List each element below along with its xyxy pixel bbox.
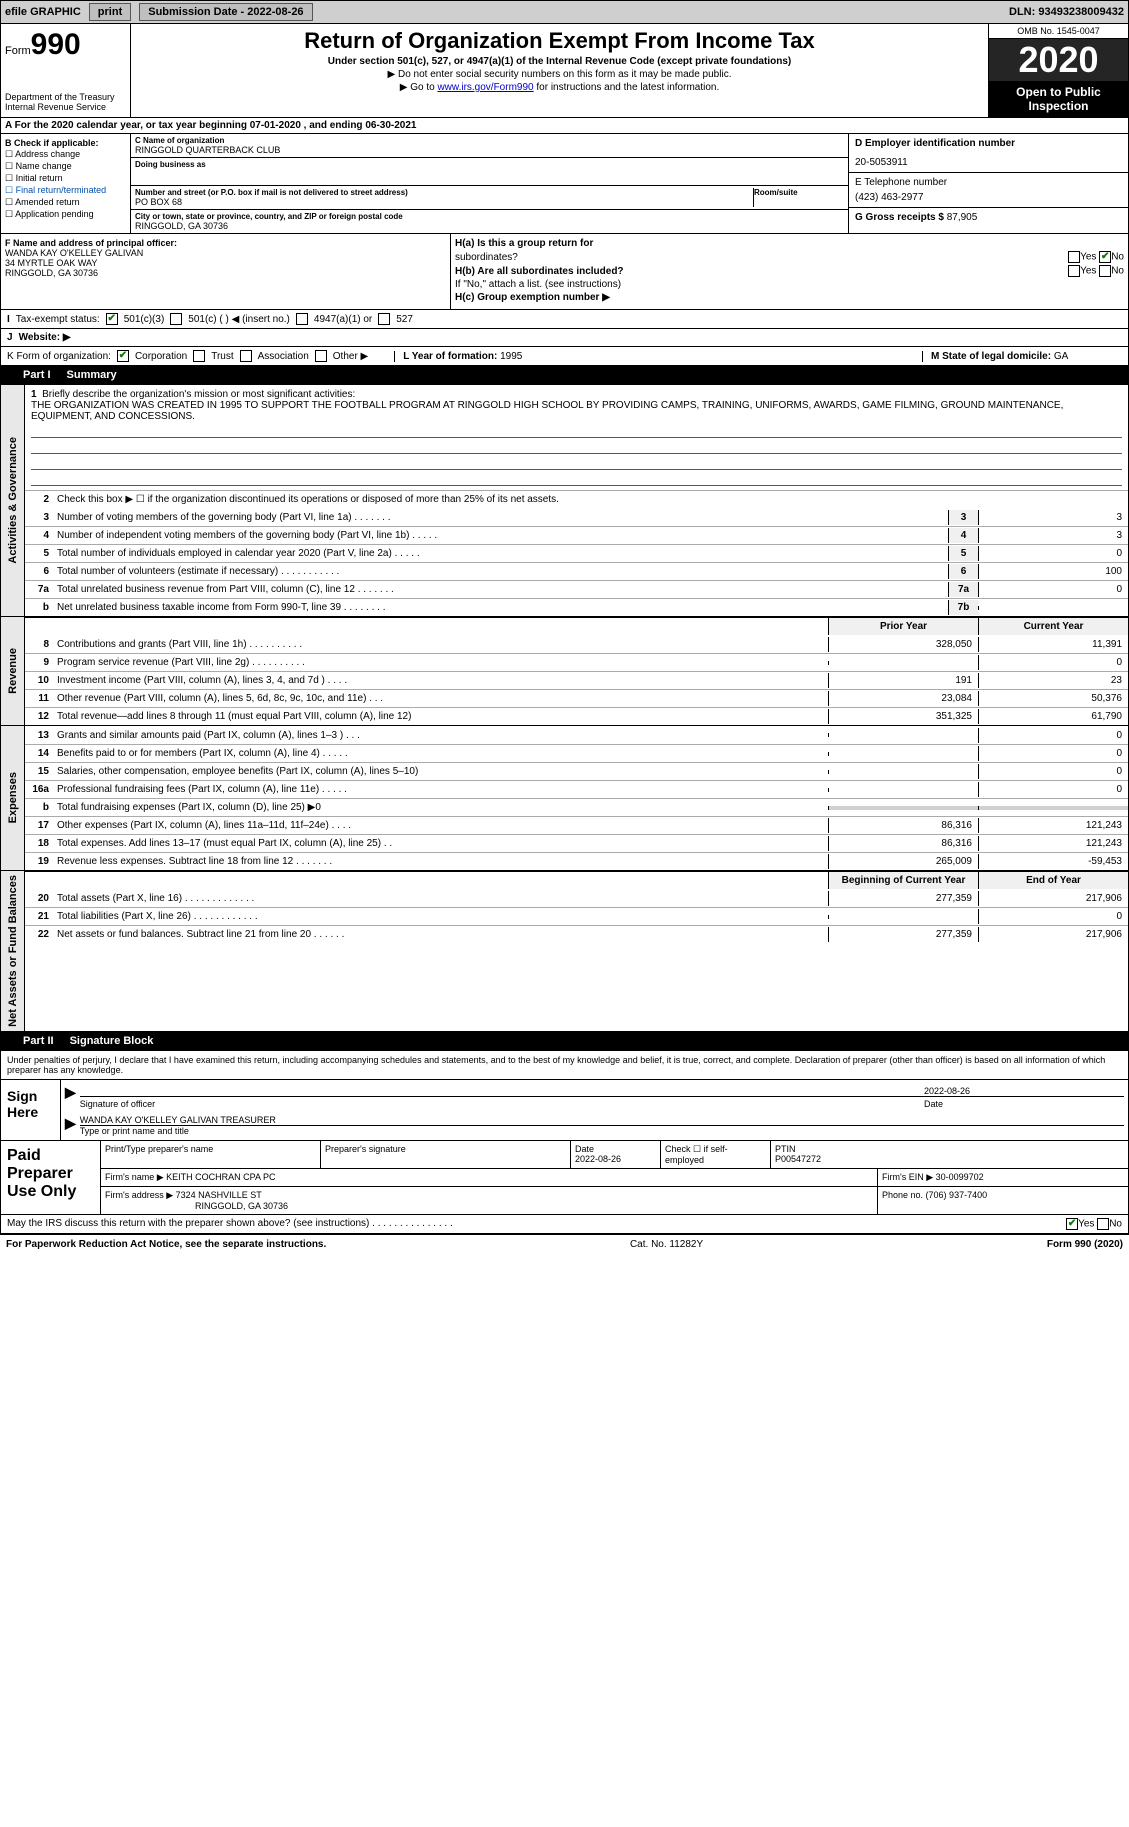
section-f: F Name and address of principal officer:… bbox=[1, 234, 451, 309]
fk-block: F Name and address of principal officer:… bbox=[0, 234, 1129, 310]
data-row: 9Program service revenue (Part VIII, lin… bbox=[25, 653, 1128, 671]
omb-year-box: OMB No. 1545-0047 2020 Open to Public In… bbox=[988, 24, 1128, 117]
data-row: 18Total expenses. Add lines 13–17 (must … bbox=[25, 834, 1128, 852]
gov-row: 5Total number of individuals employed in… bbox=[25, 544, 1128, 562]
section-i: ITax-exempt status: 501(c)(3) 501(c) ( )… bbox=[0, 310, 1129, 329]
hb-yes[interactable] bbox=[1068, 265, 1080, 277]
print-button[interactable]: print bbox=[89, 3, 131, 21]
footer: For Paperwork Reduction Act Notice, see … bbox=[0, 1234, 1129, 1254]
dln: DLN: 93493238009432 bbox=[1009, 6, 1124, 18]
data-row: 21Total liabilities (Part X, line 26) . … bbox=[25, 907, 1128, 925]
gov-row: 4Number of independent voting members of… bbox=[25, 526, 1128, 544]
tax-year-line: A For the 2020 calendar year, or tax yea… bbox=[0, 118, 1129, 134]
signature-block: Under penalties of perjury, I declare th… bbox=[0, 1051, 1129, 1234]
expenses-section: Expenses 13Grants and similar amounts pa… bbox=[0, 726, 1129, 871]
form-id-box: Form990 Department of the Treasury Inter… bbox=[1, 24, 131, 117]
discuss-no[interactable] bbox=[1097, 1218, 1109, 1230]
ha-no[interactable] bbox=[1099, 251, 1111, 263]
netassets-section: Net Assets or Fund Balances Beginning of… bbox=[0, 871, 1129, 1032]
part1-header: Part I Summary bbox=[0, 366, 1129, 385]
gov-row: bNet unrelated business taxable income f… bbox=[25, 598, 1128, 616]
data-row: 16aProfessional fundraising fees (Part I… bbox=[25, 780, 1128, 798]
discuss-yes[interactable] bbox=[1066, 1218, 1078, 1230]
form-title: Return of Organization Exempt From Incom… bbox=[141, 28, 978, 54]
gov-row: 3Number of voting members of the governi… bbox=[25, 508, 1128, 526]
ha-yes[interactable] bbox=[1068, 251, 1080, 263]
i-501c3[interactable] bbox=[106, 313, 118, 325]
data-row: 13Grants and similar amounts paid (Part … bbox=[25, 726, 1128, 744]
section-b: B Check if applicable: ☐ Address change … bbox=[1, 134, 131, 233]
governance-section: Activities & Governance 1 Briefly descri… bbox=[0, 385, 1129, 617]
form-title-box: Return of Organization Exempt From Incom… bbox=[131, 24, 988, 117]
entity-block: B Check if applicable: ☐ Address change … bbox=[0, 134, 1129, 234]
data-row: 14Benefits paid to or for members (Part … bbox=[25, 744, 1128, 762]
section-j: JWebsite: ▶ bbox=[0, 329, 1129, 347]
k-corp[interactable] bbox=[117, 350, 129, 362]
top-toolbar: efile GRAPHIC print Submission Date - 20… bbox=[0, 0, 1129, 24]
gov-row: 6Total number of volunteers (estimate if… bbox=[25, 562, 1128, 580]
data-row: 8Contributions and grants (Part VIII, li… bbox=[25, 635, 1128, 653]
data-row: 11Other revenue (Part VIII, column (A), … bbox=[25, 689, 1128, 707]
section-c: C Name of organizationRINGGOLD QUARTERBA… bbox=[131, 134, 848, 233]
gov-row: 7aTotal unrelated business revenue from … bbox=[25, 580, 1128, 598]
submission-date: Submission Date - 2022-08-26 bbox=[139, 3, 312, 21]
data-row: 19Revenue less expenses. Subtract line 1… bbox=[25, 852, 1128, 870]
data-row: 12Total revenue—add lines 8 through 11 (… bbox=[25, 707, 1128, 725]
data-row: 17Other expenses (Part IX, column (A), l… bbox=[25, 816, 1128, 834]
efile-label: efile GRAPHIC bbox=[5, 6, 81, 18]
data-row: 15Salaries, other compensation, employee… bbox=[25, 762, 1128, 780]
form-header: Form990 Department of the Treasury Inter… bbox=[0, 24, 1129, 118]
mission-box: 1 Briefly describe the organization's mi… bbox=[25, 385, 1128, 490]
section-h: H(a) Is this a group return for subordin… bbox=[451, 234, 1128, 309]
part2-header: Part II Signature Block bbox=[0, 1032, 1129, 1051]
form990-link[interactable]: www.irs.gov/Form990 bbox=[437, 82, 533, 93]
hb-no[interactable] bbox=[1099, 265, 1111, 277]
data-row: 22Net assets or fund balances. Subtract … bbox=[25, 925, 1128, 943]
data-row: bTotal fundraising expenses (Part IX, co… bbox=[25, 798, 1128, 816]
revenue-section: Revenue Prior YearCurrent Year 8Contribu… bbox=[0, 617, 1129, 726]
section-d: D Employer identification number20-50539… bbox=[848, 134, 1128, 233]
data-row: 10Investment income (Part VIII, column (… bbox=[25, 671, 1128, 689]
section-k: K Form of organization: Corporation Trus… bbox=[0, 347, 1129, 366]
data-row: 20Total assets (Part X, line 16) . . . .… bbox=[25, 889, 1128, 907]
